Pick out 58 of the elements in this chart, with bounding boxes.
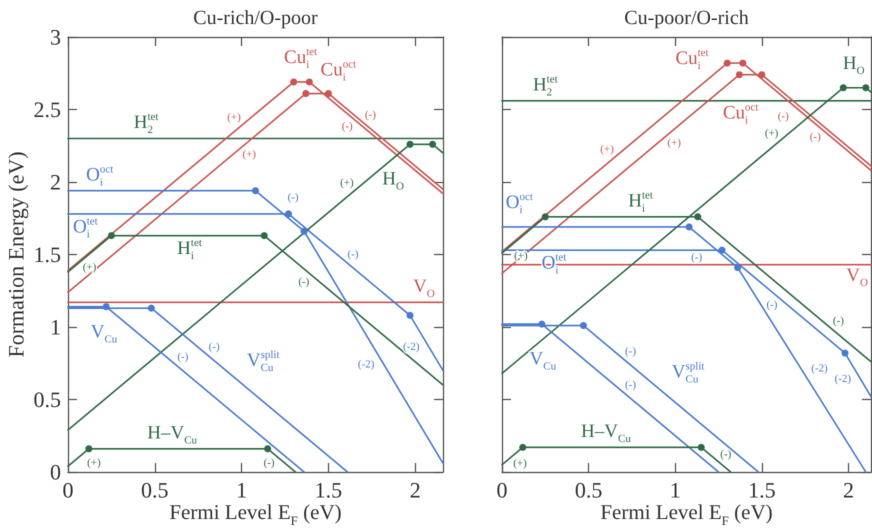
x-tick-label: 1.5	[748, 478, 776, 502]
x-axis-title: Fermi Level E$_{F}$ (eV)	[169, 500, 342, 528]
x-tick-label: 1	[236, 478, 248, 502]
x-tick-label: 2	[410, 478, 421, 502]
chart-title: Cu-rich/O-poor	[193, 7, 318, 29]
annotation: (-2)	[811, 362, 828, 375]
x-tick-label: 1.5	[314, 478, 342, 502]
annotation: (-)	[720, 448, 732, 460]
annotation: (-)	[177, 351, 189, 364]
annotation: V$_{O}$	[413, 276, 435, 300]
x-tick-label: 1	[670, 478, 681, 502]
annotation: (+)	[242, 148, 256, 161]
annotation: H$_{O}$	[842, 52, 865, 78]
annotation: (+)	[513, 457, 528, 470]
annotation: V$_{Cu}$	[530, 348, 557, 373]
annotation: V$_{O}$	[846, 264, 868, 290]
annotation: (-)	[832, 314, 844, 327]
annotation: (-)	[625, 378, 636, 391]
annotation: (-)	[342, 120, 354, 133]
x-axis-title: Fermi Level E$_{F}$ (eV)	[600, 500, 773, 528]
annotation: V$_{Cu}$	[90, 321, 118, 346]
y-axis-title: Formation Energy (eV)	[4, 151, 28, 358]
annotation: (+)	[600, 144, 614, 156]
y-tick-label: 0.5	[34, 387, 61, 412]
y-tick-label: 2.5	[34, 97, 61, 122]
annotation: (-2)	[834, 373, 852, 386]
annotation: (-)	[691, 251, 702, 264]
y-tick-label: 1	[50, 314, 61, 340]
annotation: H–V$_{Cu}$	[147, 422, 198, 447]
annotation: (+)	[764, 128, 779, 140]
x-tick-label: 2	[842, 478, 854, 502]
annotation: (-)	[766, 299, 778, 311]
annotation: H$_{O}$	[382, 168, 404, 193]
annotation: (-)	[288, 191, 299, 204]
chart-title: Cu-poor/O-rich	[624, 7, 749, 29]
y-tick-label: 2	[50, 170, 61, 194]
y-tick-label: 3	[50, 24, 61, 50]
annotation: (+)	[227, 112, 242, 124]
annotation: (-2)	[403, 341, 420, 354]
annotation: (-)	[625, 345, 636, 358]
annotation: (-)	[364, 109, 376, 122]
annotation: (+)	[82, 262, 97, 274]
annotation: (+)	[87, 457, 101, 470]
y-tick-label: 1.5	[34, 242, 61, 267]
annotation: (-2)	[358, 358, 375, 371]
x-tick-label: 0	[496, 478, 508, 502]
annotation: (-)	[208, 341, 220, 354]
annotation: (+)	[667, 136, 682, 149]
annotation: (+)	[340, 176, 354, 189]
annotation: (-)	[778, 110, 790, 123]
annotation: (-)	[298, 276, 310, 288]
x-tick-label: 0.5	[141, 478, 169, 502]
y-tick-label: 0	[50, 460, 61, 484]
x-tick-label: 0.5	[574, 478, 602, 502]
annotation: (-)	[264, 457, 275, 470]
annotation: (-)	[348, 248, 359, 260]
annotation: H–V$_{Cu}$	[581, 421, 632, 446]
annotation: (-)	[810, 130, 822, 143]
